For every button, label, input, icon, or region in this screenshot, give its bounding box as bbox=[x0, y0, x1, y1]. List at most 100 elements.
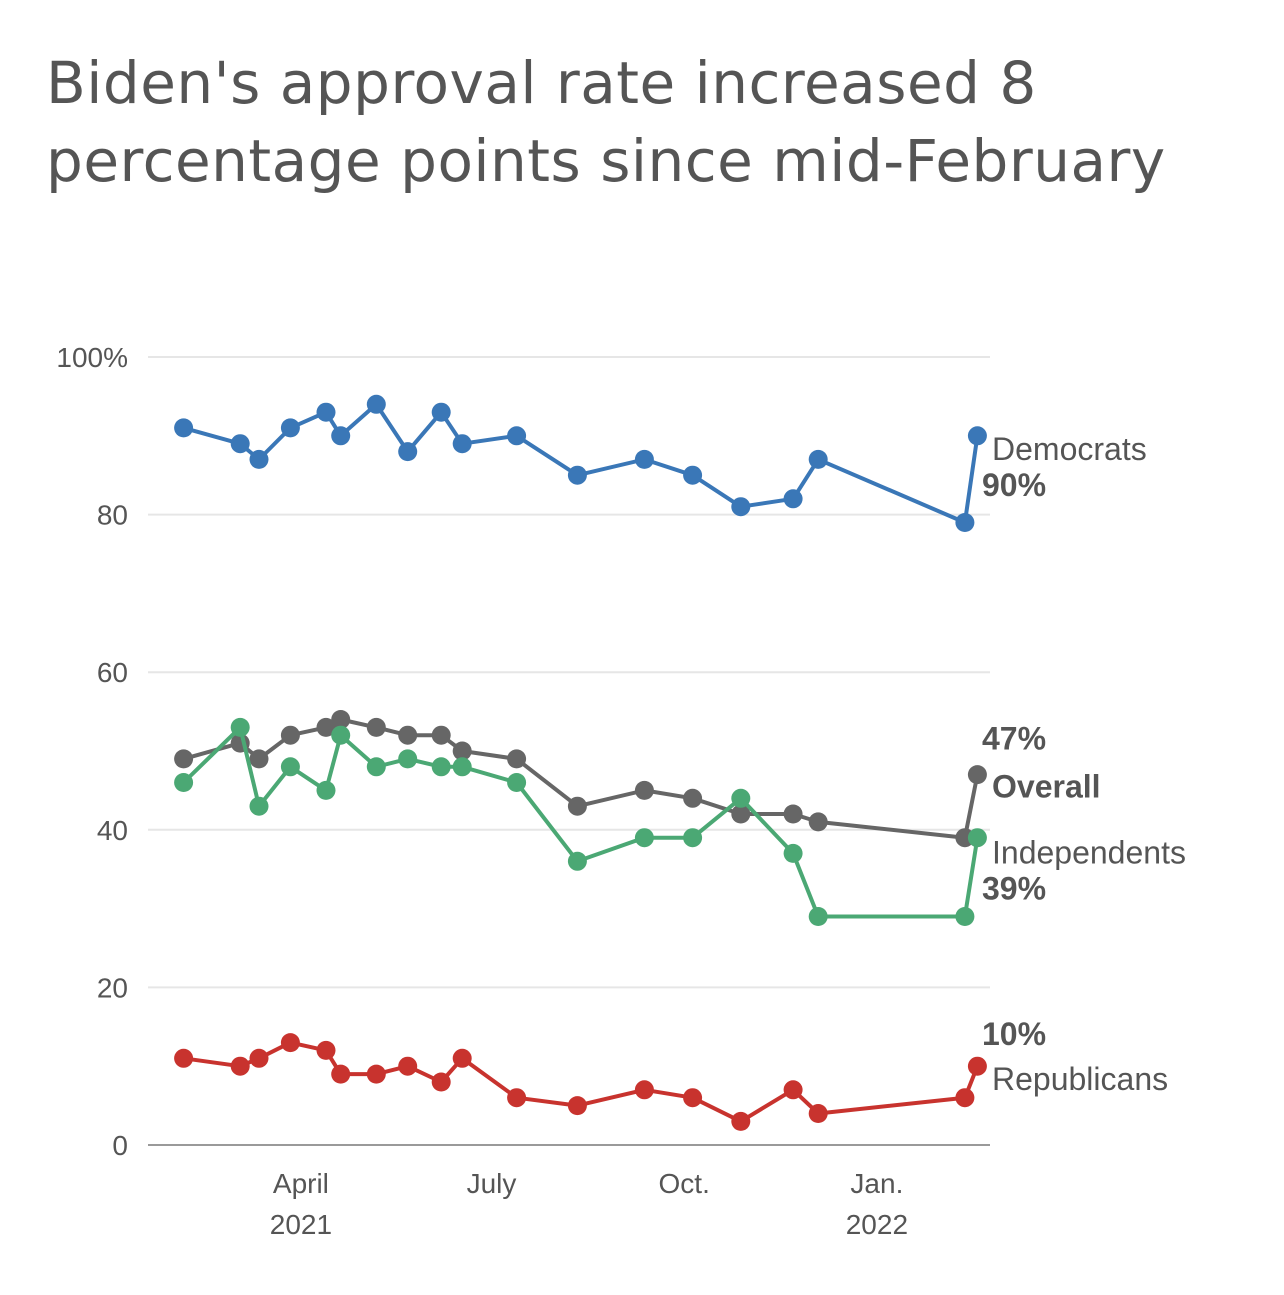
data-point-overall-16 bbox=[808, 812, 828, 832]
gridlines bbox=[148, 356, 990, 1146]
data-point-democrats-13 bbox=[683, 465, 703, 485]
x-tick-sublabel-3: 2022 bbox=[846, 1209, 908, 1240]
data-point-independents-3 bbox=[280, 757, 300, 777]
data-point-overall-14 bbox=[731, 804, 751, 824]
data-point-democrats-15 bbox=[783, 489, 803, 509]
series-line-independents bbox=[181, 725, 980, 919]
chart-title: Biden's approval rate increased 8 percen… bbox=[46, 49, 1166, 195]
data-point-democrats-5 bbox=[331, 426, 351, 446]
data-point-republicans-11 bbox=[567, 1096, 587, 1116]
data-point-democrats-11 bbox=[567, 465, 587, 485]
data-point-overall-13 bbox=[683, 788, 703, 808]
data-point-independents-7 bbox=[398, 749, 418, 769]
y-tick-label-40: 40 bbox=[97, 815, 128, 846]
data-point-democrats-7 bbox=[398, 442, 418, 462]
data-point-republicans-9 bbox=[452, 1048, 472, 1068]
data-point-independents-6 bbox=[366, 757, 386, 777]
series-label-overall: Overall bbox=[992, 769, 1101, 805]
data-point-democrats-17 bbox=[955, 513, 975, 532]
data-point-independents-9 bbox=[452, 757, 472, 777]
data-point-republicans-1 bbox=[230, 1056, 250, 1076]
data-point-independents-4 bbox=[316, 780, 336, 800]
data-point-overall-4 bbox=[316, 717, 336, 737]
data-point-democrats-6 bbox=[366, 394, 386, 414]
data-point-democrats-0 bbox=[174, 418, 194, 438]
x-tick-label-0: April bbox=[273, 1168, 329, 1199]
series-line-democrats bbox=[181, 402, 980, 525]
data-point-independents-14 bbox=[731, 788, 751, 808]
series-label-republicans: Republicans bbox=[992, 1061, 1168, 1097]
data-point-overall-10 bbox=[507, 749, 527, 769]
data-point-independents-0 bbox=[174, 773, 194, 792]
data-point-republicans-2 bbox=[249, 1048, 269, 1068]
data-point-independents-11 bbox=[567, 851, 587, 871]
data-point-independents-17 bbox=[955, 907, 975, 926]
data-point-democrats-2 bbox=[249, 449, 269, 469]
data-point-republicans-5 bbox=[331, 1064, 351, 1084]
data-point-independents-12 bbox=[634, 828, 654, 848]
data-point-republicans-8 bbox=[431, 1072, 451, 1092]
x-tick-label-3: Jan. bbox=[850, 1168, 903, 1199]
data-point-overall-11 bbox=[567, 796, 587, 816]
data-point-republicans-17 bbox=[955, 1088, 975, 1108]
data-point-independents-8 bbox=[431, 757, 451, 777]
data-point-republicans-0 bbox=[174, 1048, 194, 1068]
data-point-overall-8 bbox=[431, 725, 451, 745]
series-label-independents: Independents bbox=[992, 835, 1186, 871]
data-point-republicans-4 bbox=[316, 1040, 336, 1060]
y-tick-label-0: 0 bbox=[112, 1130, 128, 1161]
series-line-overall bbox=[181, 717, 980, 840]
data-point-democrats-1 bbox=[230, 434, 250, 454]
data-point-independents-16 bbox=[808, 907, 828, 926]
data-point-independents-1 bbox=[230, 717, 250, 737]
data-point-overall-0 bbox=[174, 749, 194, 769]
series-end-value-overall: 47% bbox=[982, 721, 1046, 757]
data-point-republicans-15 bbox=[783, 1080, 803, 1100]
x-tick-label-2: Oct. bbox=[659, 1168, 710, 1199]
data-point-independents-18 bbox=[967, 828, 987, 848]
data-point-republicans-10 bbox=[507, 1088, 527, 1108]
data-point-republicans-7 bbox=[398, 1056, 418, 1076]
data-point-republicans-13 bbox=[683, 1088, 703, 1108]
data-point-overall-3 bbox=[280, 725, 300, 745]
x-axis: April 2021 July Oct. Jan. 2022 bbox=[270, 1168, 908, 1240]
y-tick-label-60: 60 bbox=[97, 657, 128, 688]
data-point-overall-7 bbox=[398, 725, 418, 745]
data-point-democrats-3 bbox=[280, 418, 300, 438]
data-point-overall-2 bbox=[249, 749, 269, 769]
data-point-overall-5 bbox=[331, 710, 351, 729]
data-point-republicans-16 bbox=[808, 1104, 828, 1123]
y-tick-label-20: 20 bbox=[97, 972, 128, 1003]
data-point-democrats-10 bbox=[507, 426, 527, 446]
series-group bbox=[174, 394, 987, 1131]
data-point-democrats-12 bbox=[634, 449, 654, 469]
data-point-overall-12 bbox=[634, 780, 654, 800]
data-point-republicans-18 bbox=[967, 1056, 987, 1076]
data-point-independents-13 bbox=[683, 828, 703, 848]
x-tick-label-1: July bbox=[467, 1168, 517, 1199]
data-point-independents-2 bbox=[249, 796, 269, 816]
y-tick-label-80: 80 bbox=[97, 500, 128, 531]
data-point-overall-6 bbox=[366, 717, 386, 737]
y-tick-label-100: 100% bbox=[56, 342, 128, 373]
data-point-republicans-3 bbox=[280, 1033, 300, 1053]
data-point-democrats-16 bbox=[808, 449, 828, 469]
data-point-republicans-14 bbox=[731, 1111, 751, 1131]
x-tick-sublabel-0: 2021 bbox=[270, 1209, 332, 1240]
data-point-independents-15 bbox=[783, 843, 803, 863]
data-point-democrats-4 bbox=[316, 402, 336, 422]
data-point-overall-15 bbox=[783, 804, 803, 824]
series-end-value-democrats: 90% bbox=[982, 467, 1046, 503]
data-point-democrats-8 bbox=[431, 402, 451, 422]
data-point-overall-9 bbox=[452, 741, 472, 761]
data-point-democrats-14 bbox=[731, 497, 751, 517]
data-point-independents-10 bbox=[507, 773, 527, 792]
data-point-overall-18 bbox=[967, 765, 987, 785]
data-point-democrats-18 bbox=[967, 426, 987, 446]
data-point-democrats-9 bbox=[452, 434, 472, 454]
y-axis: 0 20 40 60 80 100% bbox=[56, 342, 128, 1161]
data-point-independents-5 bbox=[331, 725, 351, 745]
series-label-democrats: Democrats bbox=[992, 431, 1147, 467]
